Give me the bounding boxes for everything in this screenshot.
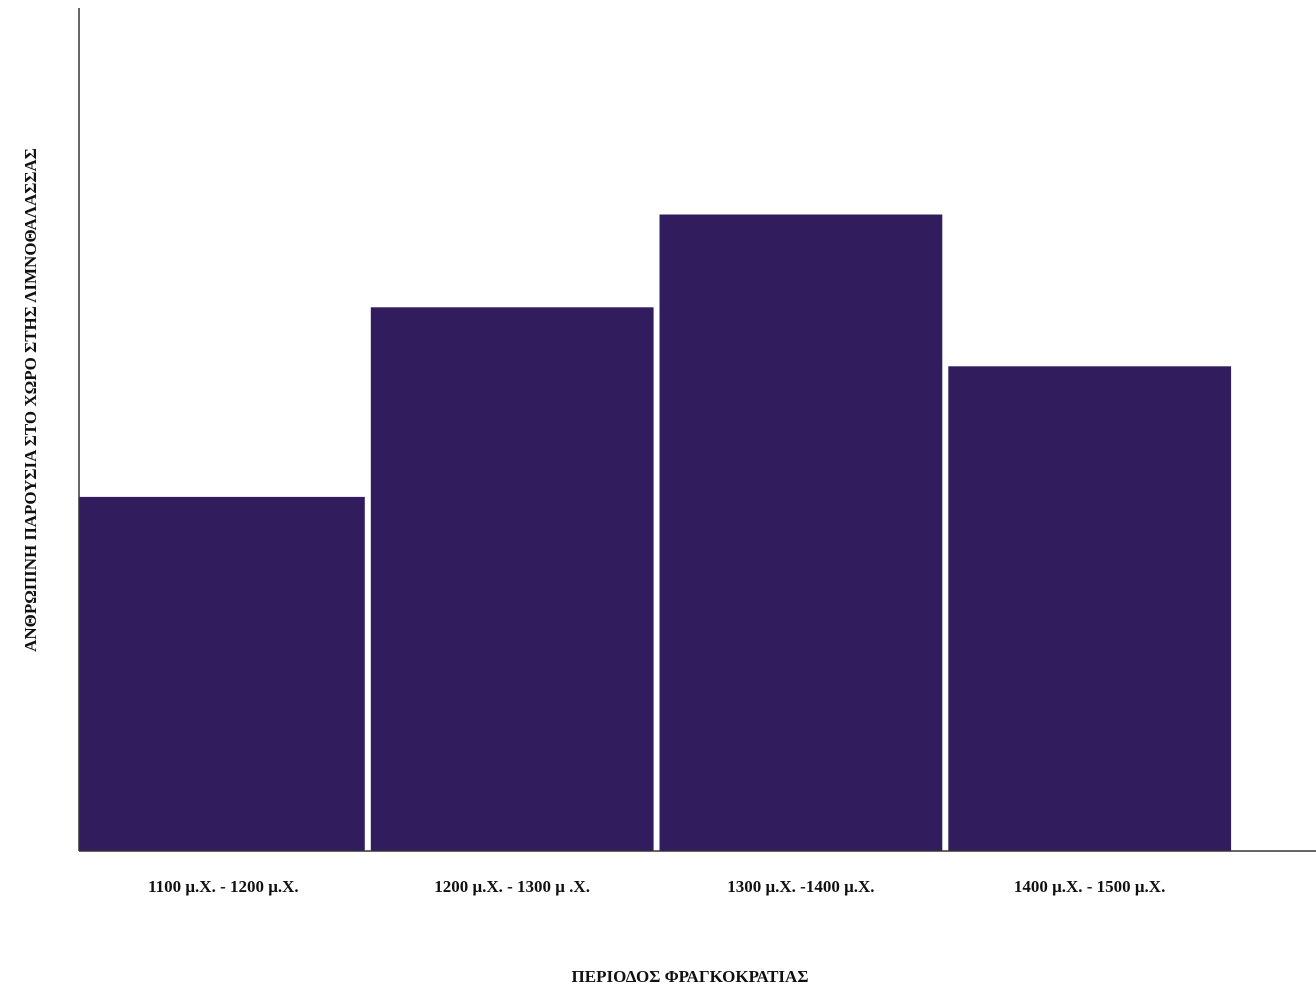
bar-3 <box>660 215 943 852</box>
bar-2 <box>371 307 654 851</box>
bar-4 <box>948 366 1231 851</box>
x-tick-label-4: 1400 μ.Χ. - 1500 μ.Χ. <box>1014 877 1166 896</box>
bar-1 <box>79 497 365 851</box>
x-tick-label-1: 1100 μ.Χ. - 1200 μ.Χ. <box>148 877 299 896</box>
x-tick-labels: 1100 μ.Χ. - 1200 μ.Χ. 1200 μ.Χ. - 1300 μ … <box>148 877 1165 896</box>
x-axis-title: ΠΕΡΙΟΔΟΣ ΦΡΑΓΚΟΚΡΑΤΙΑΣ <box>572 967 809 986</box>
x-tick-label-2: 1200 μ.Χ. - 1300 μ .Χ. <box>434 877 590 896</box>
bars-layer <box>79 215 1231 852</box>
y-axis-title: ΑΝΘΡΩΠΙΝΗ ΠΑΡΟΥΣΙΑ ΣΤΟ ΧΩΡΟ ΣΤΗΣ ΛΙΜΝΟΘΑ… <box>21 148 40 652</box>
x-tick-label-3: 1300 μ.Χ. -1400 μ.Χ. <box>727 877 874 896</box>
